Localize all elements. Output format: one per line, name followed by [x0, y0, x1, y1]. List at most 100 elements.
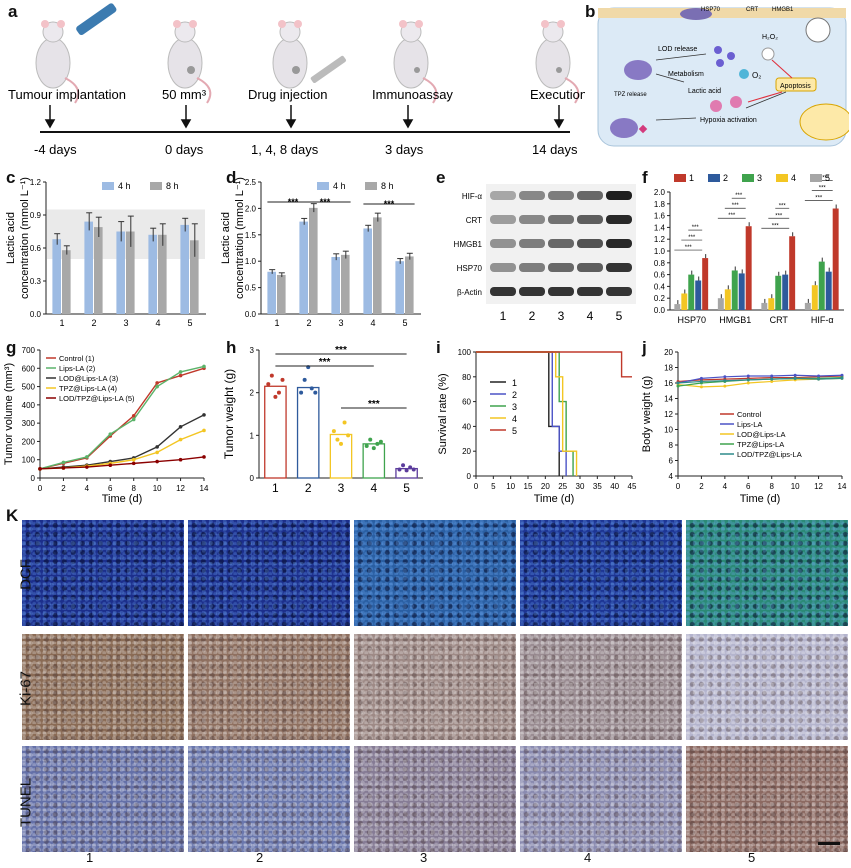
bar [180, 224, 189, 314]
significance-label: *** [775, 213, 783, 219]
survival-line [476, 351, 578, 476]
y-tick-label: 12 [664, 410, 673, 419]
micrograph-tunel-1 [22, 746, 184, 852]
mouse-icon [393, 20, 438, 104]
significance-label: *** [384, 199, 395, 209]
bar [62, 250, 71, 314]
y-tick-label: 300 [22, 419, 36, 428]
y-tick-label: 100 [22, 456, 36, 465]
y-tick-label: 600 [22, 364, 36, 373]
data-point [411, 467, 416, 472]
blot-band [519, 239, 545, 248]
label-h2o2: H₂O₂ [762, 34, 778, 41]
bar [277, 274, 286, 314]
y-tick-label: 0 [250, 474, 255, 483]
x-tick-label: 6 [746, 482, 751, 491]
bar [373, 217, 382, 314]
y-tick-label: 0.3 [30, 277, 42, 286]
data-point [155, 445, 159, 449]
panel-label-d: d [226, 168, 237, 187]
bar [775, 275, 782, 310]
y-tick-label: 20 [462, 447, 471, 456]
significance-label: *** [779, 203, 787, 209]
blot-band [490, 263, 516, 272]
y-tick-label: 0 [467, 472, 472, 481]
blot-band [519, 191, 545, 200]
significance-label: *** [815, 196, 823, 202]
bar [804, 302, 811, 310]
panel-label-i: i [436, 338, 441, 357]
mouse-icon [35, 3, 117, 104]
data-point [178, 370, 183, 374]
legend-swatch [776, 174, 788, 182]
x-tick-label: 15 [524, 482, 533, 491]
bar [299, 221, 308, 314]
y-tick-label: 200 [22, 437, 36, 446]
significance-label: *** [685, 245, 693, 251]
data-point [202, 413, 206, 417]
panel-label-g: g [6, 338, 17, 357]
label-o2: O₂ [752, 71, 761, 80]
data-point [699, 376, 703, 380]
legend-label: LOD/TPZ@Lips-LA [737, 450, 802, 459]
legend-label: 2 [512, 390, 517, 400]
data-point [155, 459, 159, 464]
data-point [155, 450, 159, 455]
x-tick-label: 4 [723, 482, 728, 491]
legend-label: LOD/TPZ@Lips-LA (5) [59, 394, 135, 403]
apoptosis-box [775, 77, 817, 92]
x-tick-label: 2 [61, 484, 66, 493]
y-tick-label: 0.9 [30, 211, 42, 220]
timeline-label-3: Drug injection [248, 87, 328, 102]
col-label-3: 3 [420, 850, 428, 865]
x-tick-label: 4 [370, 318, 375, 328]
data-point [302, 377, 307, 382]
data-point [676, 381, 680, 385]
chart-lactic-d: 0.0 0.5 1.0 1.5 2.0 2.5 1 2 3 4 5 4 h 8 h Lactic acid… [220, 177, 421, 328]
x-tick-label: 2 [305, 481, 312, 495]
data-point [38, 467, 42, 471]
y-tick-label: 60 [462, 398, 471, 407]
label-lactic: Lactic acid [688, 88, 721, 95]
row-label-tunel: TUNEL [17, 777, 35, 828]
blot-row-label: HMGB1 [454, 240, 483, 249]
data-point [378, 439, 383, 444]
timeline-day-3: 1, 4, 8 days [251, 142, 319, 157]
panel-label-f: f [642, 168, 648, 187]
y-axis-label: Lactic acid [5, 212, 17, 264]
x-tick-label: HIF-α [811, 315, 834, 325]
legend-label: 4 h [333, 181, 346, 191]
legend-label: 8 h [166, 181, 179, 191]
label-lod-release: LOD release [658, 46, 697, 53]
panel-label-K: K [6, 506, 19, 525]
data-point [397, 467, 402, 472]
significance-label: *** [320, 197, 331, 207]
mechanism-schematic: HSP70 CRT HMGB1 LOD release H₂O₂ Metabol… [597, 7, 849, 147]
panel-label-j: j [642, 338, 647, 357]
significance-label: *** [368, 399, 380, 410]
legend-label: Lips-LA (2) [59, 364, 96, 373]
legend-label: LOD@Lips-LA (3) [59, 374, 119, 383]
micrograph-tunel-3 [354, 746, 516, 852]
legend-swatch [150, 182, 162, 190]
significance-label: *** [772, 223, 780, 229]
blot-band [548, 239, 574, 248]
x-tick-label: 0 [38, 484, 43, 493]
micrograph-tunel-2 [188, 746, 350, 852]
significance-label: *** [822, 176, 830, 182]
chart-tumor-volume: 0 100 200 300 400 500 600 700 0 2 4 6 8 10 12 14 Control… [3, 346, 209, 505]
legend-label: Control (1) [59, 354, 95, 363]
legend-swatch [102, 182, 114, 190]
x-tick-label: 3 [338, 481, 345, 495]
micrograph-dcf-4 [520, 520, 682, 626]
series-line [39, 414, 205, 470]
scale-bar [818, 842, 840, 845]
bar [126, 231, 135, 314]
x-tick-label: 30 [576, 482, 585, 491]
x-tick-label: 8 [769, 482, 774, 491]
data-point [155, 381, 159, 385]
data-point [309, 386, 314, 391]
bar [190, 240, 199, 314]
x-tick-label: 4 [370, 481, 377, 495]
